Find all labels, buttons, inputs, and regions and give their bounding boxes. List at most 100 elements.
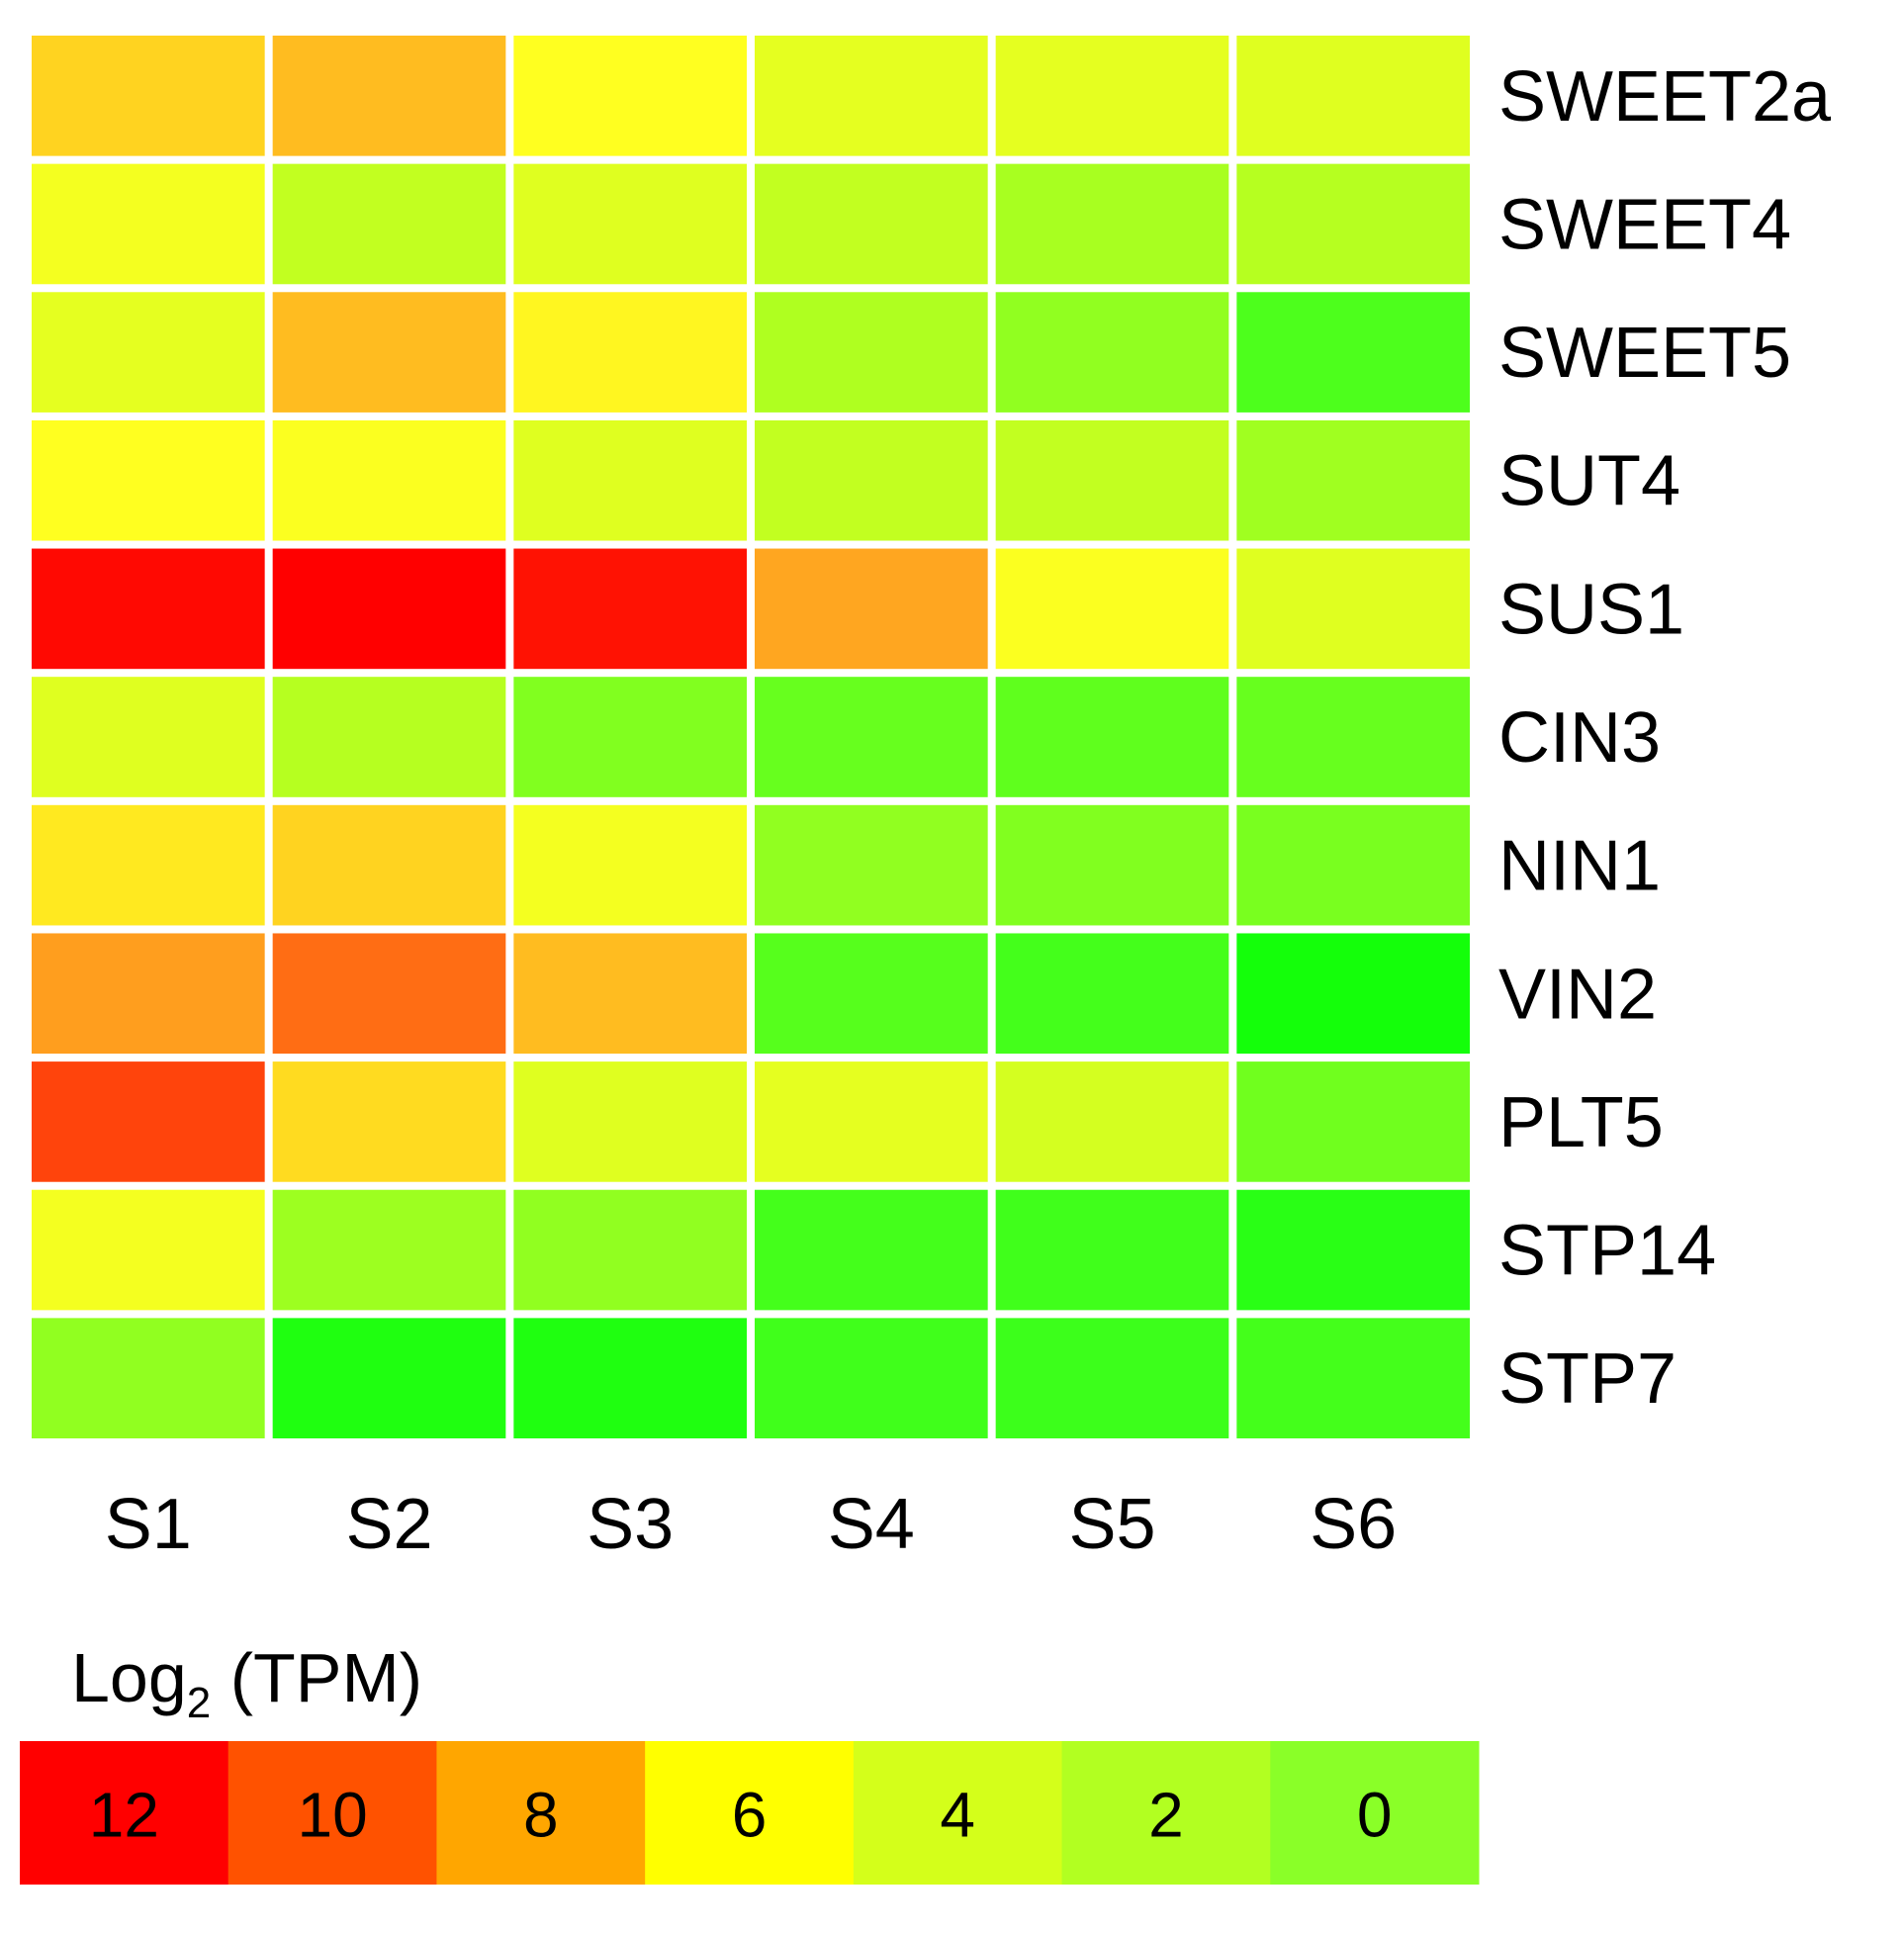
heatmap-cell-sut4-s6 (1236, 419, 1470, 541)
legend-tick-label: 0 (1357, 1780, 1393, 1851)
heatmap-cell-cin3-s1 (32, 677, 265, 797)
heatmap-cell-stp14-s3 (513, 1189, 747, 1311)
heatmap-cell-sut4-s5 (995, 419, 1229, 541)
heatmap-cell-plt5-s3 (513, 1061, 747, 1182)
heatmap-cell-sut4-s3 (513, 419, 747, 541)
heatmap-cell-nin1-s5 (995, 804, 1229, 926)
heatmap-cell-sweet4-s4 (755, 163, 988, 285)
heatmap-cell-sweet2a-s1 (32, 36, 265, 156)
row-label: SWEET4 (1498, 185, 1791, 264)
heatmap-cell-sweet4-s3 (513, 163, 747, 285)
row-label: PLT5 (1498, 1083, 1664, 1162)
column-label: S1 (105, 1485, 192, 1564)
row-label: CIN3 (1498, 698, 1661, 778)
heatmap-cell-sus1-s6 (1236, 548, 1470, 670)
heatmap-cell-plt5-s2 (272, 1061, 506, 1182)
legend-swatch (436, 1741, 646, 1885)
legend-swatches: 12 10 8 6 4 2 0 (20, 1741, 1480, 1885)
heatmap-cell-cin3-s4 (755, 677, 988, 797)
row-label: STP14 (1498, 1212, 1716, 1291)
heatmap-cell-sweet2a-s6 (1236, 36, 1470, 156)
heatmap-cell-sweet4-s5 (995, 163, 1229, 285)
heatmap-cell-vin2-s4 (755, 933, 988, 1055)
heatmap-cell-stp7-s2 (272, 1318, 506, 1438)
legend-swatch (1270, 1741, 1480, 1885)
heatmap-cell-sweet5-s1 (32, 292, 265, 413)
heatmap-cell-sweet5-s4 (755, 292, 988, 413)
heatmap-cell-cin3-s6 (1236, 677, 1470, 797)
heatmap-cell-sweet4-s2 (272, 163, 506, 285)
heatmap-cells (32, 36, 1470, 1438)
heatmap-cell-stp7-s5 (995, 1318, 1229, 1438)
heatmap-cell-sweet5-s2 (272, 292, 506, 413)
legend-tick-label: 12 (89, 1780, 159, 1851)
heatmap-cell-sweet5-s6 (1236, 292, 1470, 413)
column-label: S2 (345, 1485, 432, 1564)
heatmap-cell-sus1-s5 (995, 548, 1229, 670)
heatmap-cell-stp14-s1 (32, 1189, 265, 1311)
heatmap-cell-nin1-s6 (1236, 804, 1470, 926)
row-label: STP7 (1498, 1339, 1677, 1419)
heatmap-cell-stp7-s1 (32, 1318, 265, 1438)
heatmap-cell-sus1-s1 (32, 548, 265, 670)
heatmap-cell-sus1-s3 (513, 548, 747, 670)
legend-swatch (853, 1741, 1063, 1885)
column-labels: S1 S2 S3 S4 S5 S6 (105, 1485, 1397, 1564)
column-label: S4 (828, 1485, 915, 1564)
heatmap-cell-sweet2a-s4 (755, 36, 988, 156)
heatmap-cell-vin2-s2 (272, 933, 506, 1055)
legend-swatch (227, 1741, 437, 1885)
heatmap-cell-sweet2a-s2 (272, 36, 506, 156)
heatmap-cell-sut4-s2 (272, 419, 506, 541)
legend-title-main: Log (71, 1639, 187, 1716)
heatmap-cell-cin3-s5 (995, 677, 1229, 797)
heatmap-cell-nin1-s1 (32, 804, 265, 926)
heatmap-cell-cin3-s2 (272, 677, 506, 797)
heatmap-cell-sut4-s1 (32, 419, 265, 541)
legend-tick-label: 6 (732, 1780, 768, 1851)
legend-swatch (20, 1741, 229, 1885)
legend-title-suffix: (TPM) (211, 1639, 422, 1716)
heatmap-cell-sus1-s2 (272, 548, 506, 670)
heatmap-cell-sweet4-s1 (32, 163, 265, 285)
heatmap-cell-vin2-s3 (513, 933, 747, 1055)
heatmap-cell-vin2-s5 (995, 933, 1229, 1055)
row-label: SWEET2a (1498, 57, 1832, 137)
legend-title: Log2 (TPM) (71, 1639, 422, 1727)
heatmap-cell-sweet5-s5 (995, 292, 1229, 413)
heatmap-cell-sweet2a-s3 (513, 36, 747, 156)
heatmap-cell-sweet5-s3 (513, 292, 747, 413)
legend-tick-label: 2 (1148, 1780, 1184, 1851)
heatmap-cell-plt5-s1 (32, 1061, 265, 1182)
heatmap-cell-stp7-s4 (755, 1318, 988, 1438)
row-label: SUS1 (1498, 570, 1684, 649)
heatmap-cell-vin2-s1 (32, 933, 265, 1055)
heatmap-cell-plt5-s5 (995, 1061, 1229, 1182)
heatmap-cell-plt5-s6 (1236, 1061, 1470, 1182)
heatmap-cell-stp14-s6 (1236, 1189, 1470, 1311)
column-label: S5 (1068, 1485, 1155, 1564)
row-label: VIN2 (1498, 955, 1657, 1034)
heatmap-cell-sut4-s4 (755, 419, 988, 541)
legend-swatch (645, 1741, 855, 1885)
heatmap-cell-sus1-s4 (755, 548, 988, 670)
legend: Log2 (TPM) 12 10 8 6 4 2 0 (20, 1639, 1480, 1885)
heatmap-cell-stp7-s6 (1236, 1318, 1470, 1438)
heatmap-cell-sweet2a-s5 (995, 36, 1229, 156)
legend-tick-label: 8 (523, 1780, 559, 1851)
heatmap-cell-nin1-s4 (755, 804, 988, 926)
row-label: SWEET5 (1498, 314, 1791, 393)
legend-tick-label: 10 (297, 1780, 367, 1851)
row-labels: SWEET2a SWEET4 SWEET5 SUT4 SUS1 CIN3 NIN1 VIN2 P… (1498, 57, 1832, 1419)
legend-title-subscript: 2 (187, 1679, 211, 1727)
heatmap-cell-cin3-s3 (513, 677, 747, 797)
column-label: S3 (587, 1485, 674, 1564)
heatmap-cell-vin2-s6 (1236, 933, 1470, 1055)
heatmap-cell-plt5-s4 (755, 1061, 988, 1182)
heatmap-cell-stp14-s2 (272, 1189, 506, 1311)
heatmap-cell-stp14-s5 (995, 1189, 1229, 1311)
heatmap-cell-nin1-s2 (272, 804, 506, 926)
row-label: NIN1 (1498, 827, 1661, 906)
